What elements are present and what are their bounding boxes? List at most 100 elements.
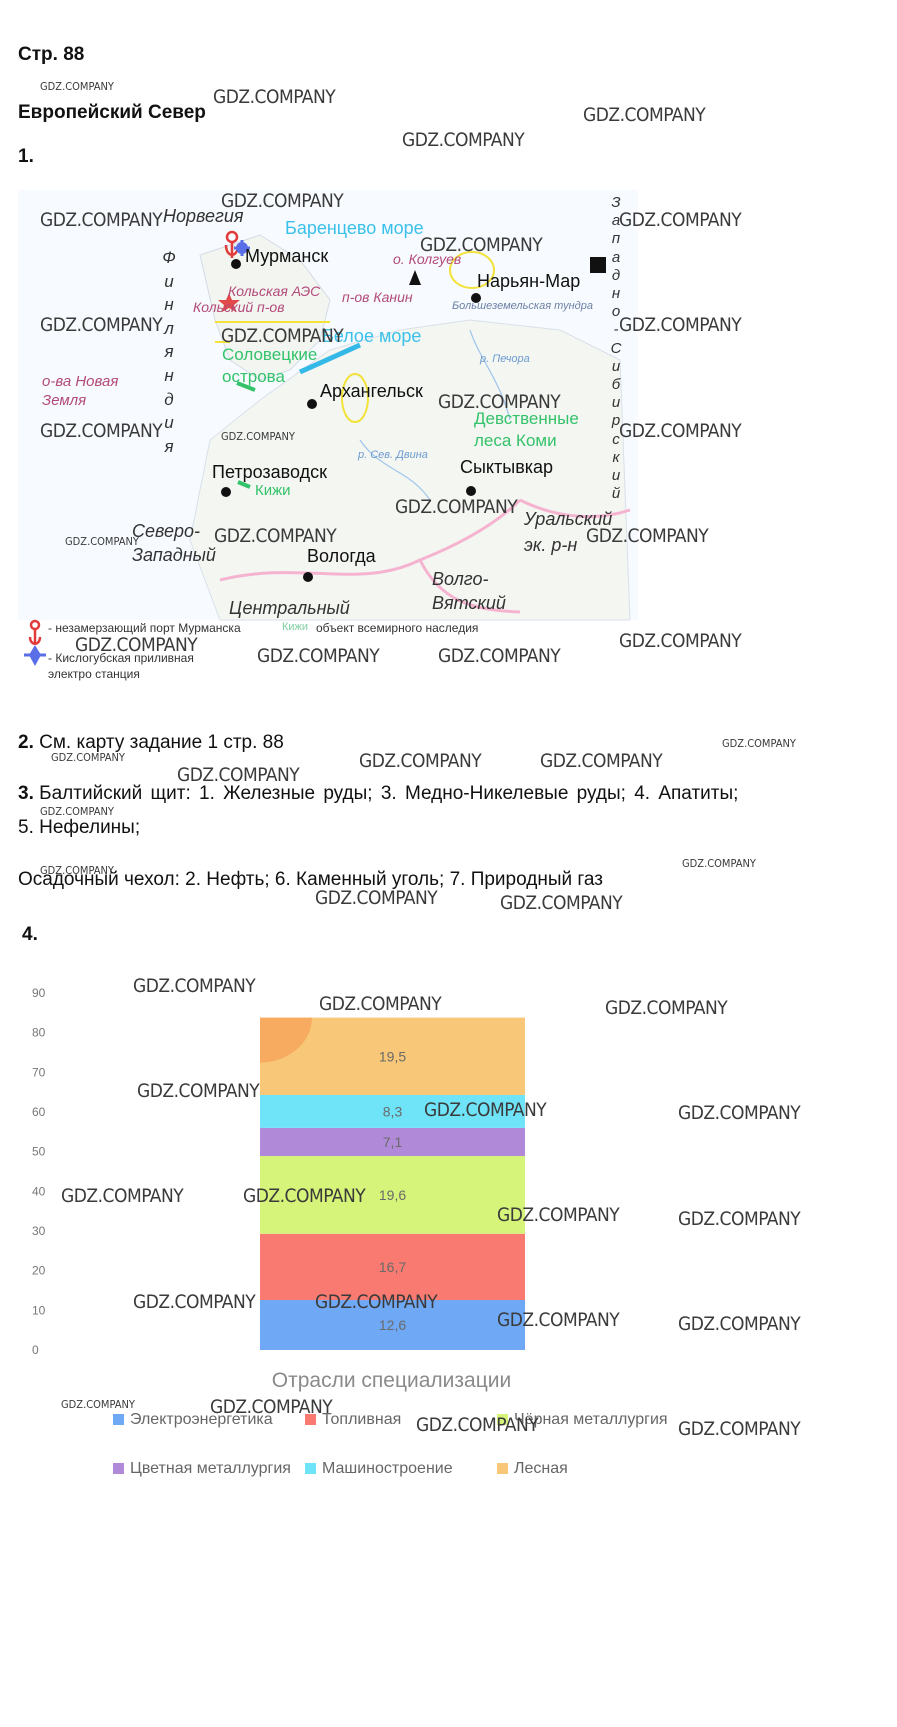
watermark: GDZ.COMPANY [619,314,742,336]
map-label-kanin: п-ов Канин [342,289,413,305]
watermark: GDZ.COMPANY [61,1185,184,1207]
legend-heritage-word: Кижи [282,621,309,633]
bar-data-label: 16,7 [379,1259,406,1275]
river [359,439,431,501]
city-dot-petrozavodsk [221,487,231,497]
map-label-volgo-vyatsky: Волго- [432,569,489,589]
watermark: GDZ.COMPANY [678,1418,801,1440]
map-label-bolshezemelskaya: Большеземельская тундра [452,300,593,312]
city-dot-naryan-mar [471,293,481,303]
legend-tidal-icon [24,645,46,666]
watermark: GDZ.COMPANY [40,209,163,231]
white-sea-line [298,342,362,375]
finland-letter: и [164,413,174,433]
legend-anchor-icon [28,619,42,645]
bar-segment [260,1094,525,1128]
legend-swatch [113,1463,124,1474]
task4-number: 4. [22,924,38,945]
legend-swatch [113,1414,124,1425]
tidal-station-icon [234,240,250,256]
finland-letter: Ф [162,248,176,267]
task3-line1: 3. Балтийский щит: 1. Железные руды; 3. … [18,779,794,809]
nuclear-plant-icon [218,293,240,312]
map-label-naryan-mar: Нарьян-Мар [477,271,581,291]
map-label-central: Центральный [229,598,350,618]
watermark: GDZ.COMPANY [416,1414,539,1436]
map-label-white-sea: Белое море [322,326,422,346]
city-dot-arkhangelsk [307,399,317,409]
bar-segment [260,1300,525,1350]
map-label-murmansk: Мурманск [245,246,329,266]
task3-text-line3: Осадочный чехол: 2. Нефть; 6. Каменный у… [18,869,603,890]
legend-forest: Лесная [497,1460,568,1478]
watermark: GDZ.COMPANY [210,1396,333,1418]
bar-data-label: 12,6 [379,1317,406,1333]
kizhi-mark [237,480,251,489]
task3-text-line1: Балтийский щит: 1. Железные руды; 3. Мед… [39,783,739,804]
task3-number: 3. [18,783,34,804]
finland-letter: д [164,389,174,409]
legend-swatch [497,1463,508,1474]
map-label-dvina: р. Сев. Двина [358,449,428,461]
map-label-arkhangelsk: Архангельск [320,381,423,401]
west-sib-letter: п [611,230,621,248]
y-tick-label: 80 [32,1026,46,1040]
west-sib-letter: н [611,285,621,303]
finland-letter: я [164,436,174,456]
map-label-solovki-2: острова [222,367,285,386]
finland-letter: я [164,342,174,362]
kola-peninsula-shape [199,234,331,381]
legend-label: Электроэнергетика [130,1411,273,1428]
map-label-syktyvkar: Сыктывкар [460,457,554,477]
watermark: GDZ.COMPANY [40,805,114,818]
watermark: GDZ.COMPANY [438,391,561,413]
watermark: GDZ.COMPANY [682,857,756,870]
city-dot-murmansk [231,259,241,269]
arkhangelsk-highlight [341,373,369,423]
bar-data-label: 8,3 [383,1103,403,1119]
watermark: GDZ.COMPANY [586,525,709,547]
bar-data-label: 19,5 [379,1048,406,1064]
west-sib-letter: З [611,194,621,211]
watermark: GDZ.COMPANY [213,86,336,108]
bar-segment [260,1233,525,1301]
west-sib-letter: - [613,321,619,339]
watermark: GDZ.COMPANY [619,420,742,442]
map-label-norway: Норвегия [163,206,244,226]
watermark: GDZ.COMPANY [395,496,518,518]
kolguev-highlight [449,251,495,289]
y-tick-label: 50 [32,1145,46,1159]
y-tick-label: 40 [32,1184,46,1198]
watermark: GDZ.COMPANY [40,314,163,336]
west-sib-letter: и [611,394,621,412]
map-label-novaya-zemlya: о-ва Новая [42,373,119,390]
city-dot-syktyvkar [466,486,476,496]
kolguev-icon [409,270,421,285]
task2-text: См. карту задание 1 стр. 88 [39,732,284,753]
watermark: GDZ.COMPANY [722,737,796,750]
map-label-kola-aes: Кольская АЭС [228,283,321,299]
watermark: GDZ.COMPANY [497,1204,620,1226]
watermark: GDZ.COMPANY [402,129,525,151]
watermark: GDZ.COMPANY [315,1291,438,1313]
map-label-vologda: Вологда [307,546,376,566]
y-tick-label: 0 [32,1343,39,1357]
legend-fuel: Топливная [305,1411,401,1429]
solovki-mark [236,381,256,392]
finland-letter: н [164,295,174,315]
bar-segment [260,1156,525,1234]
page-label: Стр. 88 [18,44,85,65]
bar-corner-decoration [260,1017,312,1063]
map-label-petrozavodsk: Петрозаводск [212,462,328,482]
watermark: GDZ.COMPANY [221,430,295,443]
watermark: GDZ.COMPANY [243,1185,366,1207]
watermark: GDZ.COMPANY [40,420,163,442]
watermark: GDZ.COMPANY [315,887,438,909]
watermark: GDZ.COMPANY [500,892,623,914]
region-border [519,498,631,518]
west-sib-letter: й [611,485,621,503]
map-label-pechora: р. Печора [480,353,530,365]
map-label-barents-sea: Баренцево море [285,218,424,238]
legend-machinery: Машиностроение [305,1460,453,1478]
finland-letter: и [164,271,174,291]
